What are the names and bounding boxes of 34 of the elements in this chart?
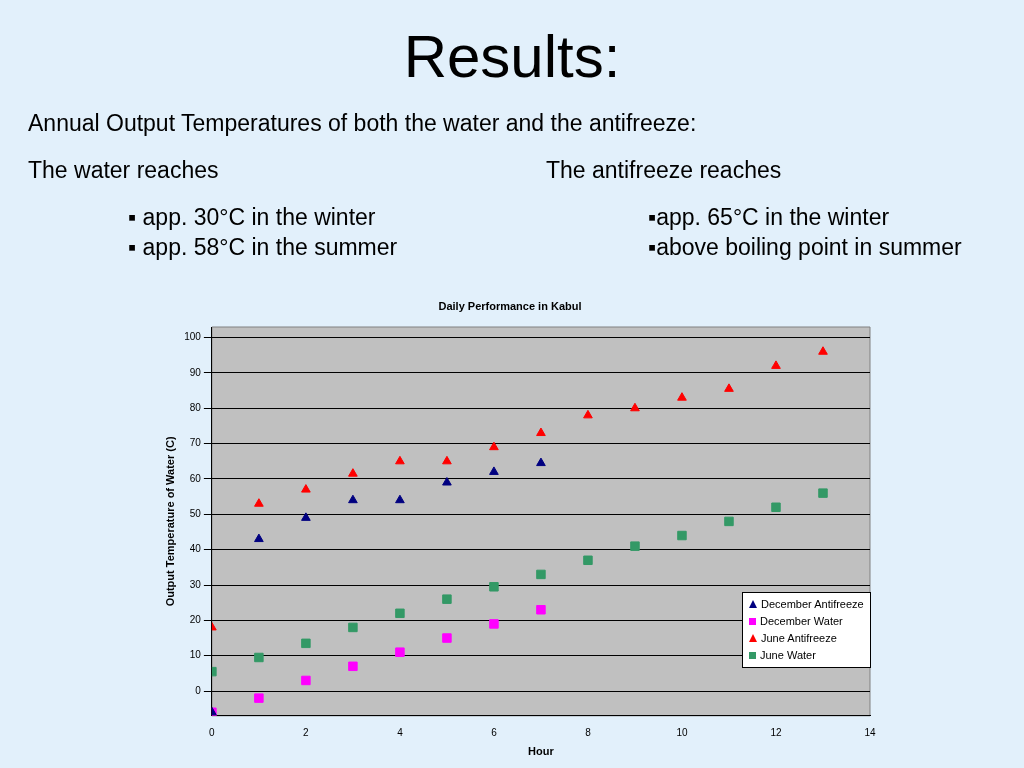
x-axis-title: Hour [528, 745, 555, 758]
text: The water reaches [28, 157, 219, 184]
y-tick-label: 80 [189, 402, 202, 414]
text: ▪ app. 30°C in the winter [128, 204, 376, 231]
text: ▪above boiling point in summer [648, 234, 962, 261]
text: ▪app. 65°C in the winter [648, 204, 890, 231]
legend-label: June Water [759, 648, 817, 663]
y-tick-label: 20 [189, 614, 202, 626]
x-tick-label: 14 [864, 726, 876, 738]
x-tick-label: 0 [209, 726, 216, 738]
x-tick-label: 2 [303, 726, 310, 738]
text: Daily Performance in Kabul [437, 300, 583, 312]
y-tick-label: 70 [189, 437, 202, 449]
y-tick-label: 100 [184, 331, 202, 343]
y-tick-label: 60 [189, 472, 202, 484]
chart-subtitle: Annual Output Temperatures of both the water and the antifreeze: [28, 110, 697, 137]
y-tick-label: 10 [189, 649, 202, 661]
legend-label: June Antifreeze [760, 631, 838, 646]
legend-label: December Antifreeze [760, 597, 864, 612]
y-tick-label: 90 [189, 366, 202, 378]
y-tick-label: 40 [189, 543, 202, 555]
y-tick-label: 50 [189, 508, 202, 520]
x-tick-label: 8 [585, 726, 592, 738]
x-tick-label: 10 [676, 726, 688, 738]
x-tick-label: 12 [770, 726, 782, 738]
y-axis-title: Output Temperature of Water (C) [163, 436, 176, 607]
x-tick-label: 6 [491, 726, 498, 738]
text: ▪ app. 58°C in the summer [128, 234, 398, 261]
y-tick-label: 30 [189, 578, 202, 590]
chart-title: Results: [402, 22, 622, 91]
y-tick-label: 0 [195, 684, 202, 696]
legend-label: December Water [759, 614, 844, 629]
text: The antifreeze reaches [546, 157, 782, 184]
x-tick-label: 4 [397, 726, 404, 738]
